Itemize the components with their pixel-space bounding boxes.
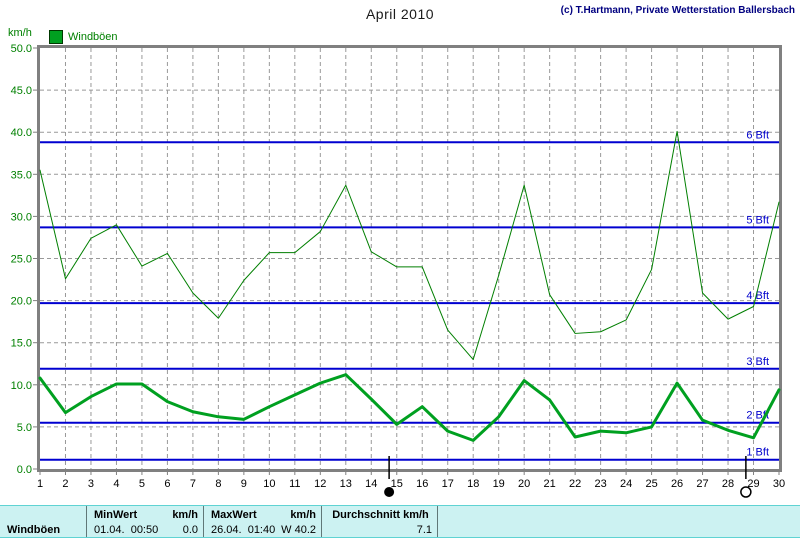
x-tick-label: 28 (722, 478, 734, 490)
y-tick-label: 20.0 (11, 296, 32, 308)
x-tick-label: 10 (263, 478, 275, 490)
beaufort-label: 1 Bft (746, 447, 769, 459)
legend-color-swatch-icon (49, 30, 63, 44)
full-moon-icon (740, 486, 752, 498)
table-col-durchschnitt: Durchschnitt km/h 7.1 (322, 506, 438, 537)
x-tick-label: 20 (518, 478, 530, 490)
table-header-cell: MinWert km/h (94, 508, 198, 521)
x-tick-label: 8 (215, 478, 221, 490)
x-tick-label: 14 (365, 478, 377, 490)
x-tick-label: 1 (37, 478, 43, 490)
table-value-cell: 26.04. 01:40 W 40.2 (211, 523, 316, 536)
summary-table: Windböen MinWert km/h 01.04. 00:50 0.0 M… (0, 505, 800, 538)
x-tick-label: 18 (467, 478, 479, 490)
y-axis-unit-label: km/h (8, 27, 32, 39)
table-col-minwert: MinWert km/h 01.04. 00:50 0.0 (87, 506, 204, 537)
x-tick-label: 25 (645, 478, 657, 490)
y-tick-label: 30.0 (11, 211, 32, 223)
table-header-cell: MaxWert km/h (211, 508, 316, 521)
x-tick-label: 22 (569, 478, 581, 490)
x-tick-label: 23 (594, 478, 606, 490)
x-tick-label: 19 (493, 478, 505, 490)
x-tick-label: 27 (696, 478, 708, 490)
table-header-cell (0, 507, 86, 522)
chart-frame (37, 45, 782, 472)
y-tick-label: 25.0 (11, 254, 32, 266)
x-tick-label: 6 (164, 478, 170, 490)
y-tick-label: 35.0 (11, 169, 32, 181)
y-tick-label: 0.0 (17, 464, 32, 476)
y-tick-label: 10.0 (11, 380, 32, 392)
x-tick-label: 5 (139, 478, 145, 490)
x-tick-label: 2 (62, 478, 68, 490)
beaufort-label: 5 Bft (746, 214, 769, 226)
x-tick-label: 13 (340, 478, 352, 490)
y-tick-label: 45.0 (11, 85, 32, 97)
legend-label: Windböen (68, 31, 118, 43)
x-tick-label: 21 (544, 478, 556, 490)
x-tick-label: 30 (773, 478, 785, 490)
table-col-maxwert: MaxWert km/h 26.04. 01:40 W 40.2 (204, 506, 322, 537)
windboeen-upper-line (39, 130, 780, 361)
page-title: April 2010 (365, 6, 435, 22)
x-tick-label: 17 (442, 478, 454, 490)
x-tick-label: 9 (241, 478, 247, 490)
windboeen-lower-line (38, 373, 781, 442)
x-tick-label: 15 (391, 478, 403, 490)
x-tick-label: 11 (289, 478, 300, 490)
x-tick-label: 7 (190, 478, 196, 490)
table-col-label: Windböen (0, 506, 87, 537)
beaufort-label: 3 Bft (746, 356, 769, 368)
table-value-cell: 7.1 (416, 523, 432, 536)
x-tick-label: 16 (416, 478, 428, 490)
y-tick-label: 15.0 (11, 338, 32, 350)
table-header-cell: Durchschnitt km/h (332, 508, 429, 521)
y-tick-label: 50.0 (11, 43, 32, 55)
copyright-text: (c) T.Hartmann, Private Wetterstation Ba… (560, 5, 795, 16)
x-tick-label: 4 (113, 478, 119, 490)
x-tick-label: 24 (620, 478, 632, 490)
beaufort-label: 4 Bft (746, 290, 769, 302)
legend: Windböen (49, 30, 118, 44)
x-tick-label: 29 (747, 478, 759, 490)
table-row-label: Windböen (7, 523, 61, 536)
table-value-cell: 01.04. 00:50 0.0 (94, 523, 198, 536)
x-tick-label: 3 (88, 478, 94, 490)
y-tick-label: 40.0 (11, 127, 32, 139)
new-moon-icon (384, 487, 395, 497)
x-tick-label: 26 (671, 478, 683, 490)
beaufort-label: 6 Bft (746, 129, 769, 141)
x-tick-label: 12 (314, 478, 326, 490)
y-tick-label: 5.0 (17, 422, 32, 434)
